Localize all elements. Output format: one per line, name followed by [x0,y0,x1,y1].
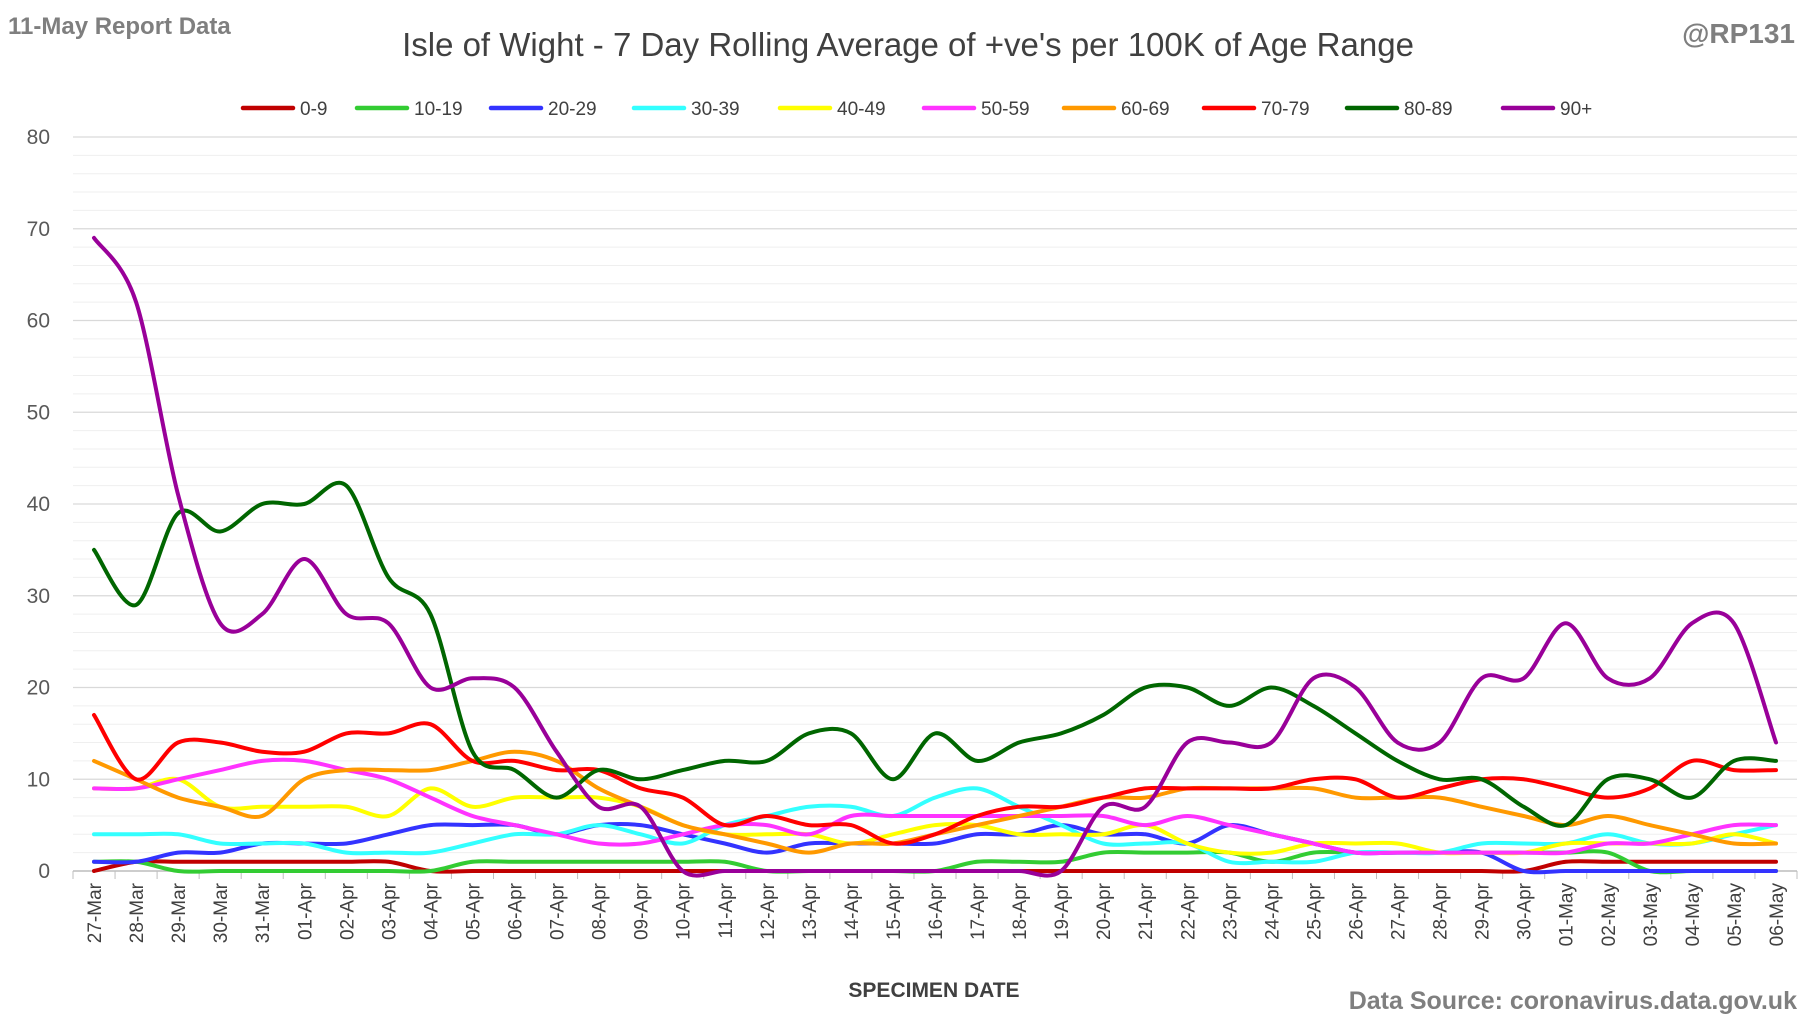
x-tick-label: 29-Mar [169,882,190,943]
legend-label: 0-9 [300,99,327,120]
x-tick-label: 02-Apr [337,882,358,940]
legend-label: 50-59 [981,99,1030,120]
data-source: Data Source: coronavirus.data.gov.uk [1349,987,1797,1015]
x-tick-label: 04-Apr [421,882,442,940]
x-tick-label: 24-Apr [1262,882,1283,940]
chart-title: Isle of Wight - 7 Day Rolling Average of… [402,26,1414,63]
y-tick-label: 40 [27,493,50,516]
x-tick-label: 20-Apr [1094,882,1115,940]
x-tick-label: 11-Apr [716,882,737,938]
y-tick-label: 70 [27,218,50,241]
x-tick-label: 23-Apr [1220,882,1241,940]
x-tick-label: 13-Apr [800,882,821,940]
x-tick-label: 07-Apr [548,882,569,940]
author-handle: @RP131 [1682,18,1795,49]
legend-label: 90+ [1560,99,1592,120]
series-line-80-89 [92,480,1778,828]
y-tick-label: 20 [27,677,50,700]
x-tick-label: 29-Apr [1473,882,1494,940]
legend-label: 80-89 [1404,99,1453,120]
x-axis: 27-Mar 28-Mar 29-Mar 30-Mar 31-Mar 01-Apr 02-A… [72,870,1798,947]
x-tick-label: 02-May [1599,883,1620,947]
x-tick-label: 28-Apr [1431,882,1452,940]
series-line-90plus [92,235,1778,878]
x-tick-label: 04-May [1683,883,1704,947]
x-tick-label: 06-May [1767,883,1788,947]
y-tick-label: 50 [27,401,50,424]
y-tick-label: 80 [27,126,50,149]
x-tick-label: 16-Apr [926,882,947,940]
legend-label: 20-29 [548,99,597,120]
series-line-20-29 [92,822,1778,875]
series-lines [92,235,1778,878]
x-tick-label: 09-Apr [632,882,653,940]
x-tick-label: 05-Apr [463,882,484,940]
y-axis: 0 10 20 30 40 50 60 70 80 [27,126,50,883]
series-line-30-39 [92,786,1778,866]
x-tick-label: 14-Apr [842,882,863,940]
legend: 0-9 10-19 20-29 30-39 40-49 50-59 60-69 70-79 80… [240,99,1592,120]
y-tick-label: 0 [38,860,50,883]
y-tick-label: 30 [27,585,50,608]
x-tick-label: 21-Apr [1136,882,1157,940]
legend-label: 60-69 [1121,99,1170,120]
x-tick-label: 22-Apr [1178,882,1199,940]
x-tick-label: 19-Apr [1052,882,1073,940]
legend-label: 40-49 [837,99,886,120]
x-tick-label: 01-May [1557,883,1578,947]
x-tick-label: 08-Apr [590,882,611,940]
x-tick-label: 03-May [1641,883,1662,947]
x-tick-label: 30-Mar [211,882,232,943]
x-tick-label: 01-Apr [295,882,316,940]
series-line-50-59 [92,757,1778,856]
series-line-70-79 [92,713,1778,846]
legend-label: 10-19 [414,99,463,120]
x-tick-label: 03-Apr [379,882,400,940]
y-tick-label: 60 [27,310,50,333]
y-tick-label: 10 [27,768,50,791]
x-tick-label: 10-Apr [674,882,695,940]
x-tick-label: 26-Apr [1346,882,1367,940]
x-tick-label: 30-Apr [1515,882,1536,940]
x-tick-label: 25-Apr [1304,882,1325,940]
x-axis-title: SPECIMEN DATE [848,979,1019,1002]
x-tick-label: 05-May [1725,883,1746,947]
x-tick-label: 31-Mar [253,882,274,943]
x-tick-label: 27-Apr [1389,882,1410,940]
x-tick-label: 18-Apr [1010,882,1031,940]
gridlines [73,136,1797,872]
legend-label: 30-39 [691,99,740,120]
x-tick-label: 15-Apr [884,882,905,940]
report-label: 11-May Report Data [8,13,231,40]
x-tick-label: 27-Mar [85,882,106,943]
legend-label: 70-79 [1261,99,1310,120]
x-tick-label: 28-Mar [127,882,148,943]
x-tick-label: 17-Apr [968,882,989,940]
x-tick-label: 06-Apr [506,882,527,940]
x-tick-label: 12-Apr [758,882,779,940]
